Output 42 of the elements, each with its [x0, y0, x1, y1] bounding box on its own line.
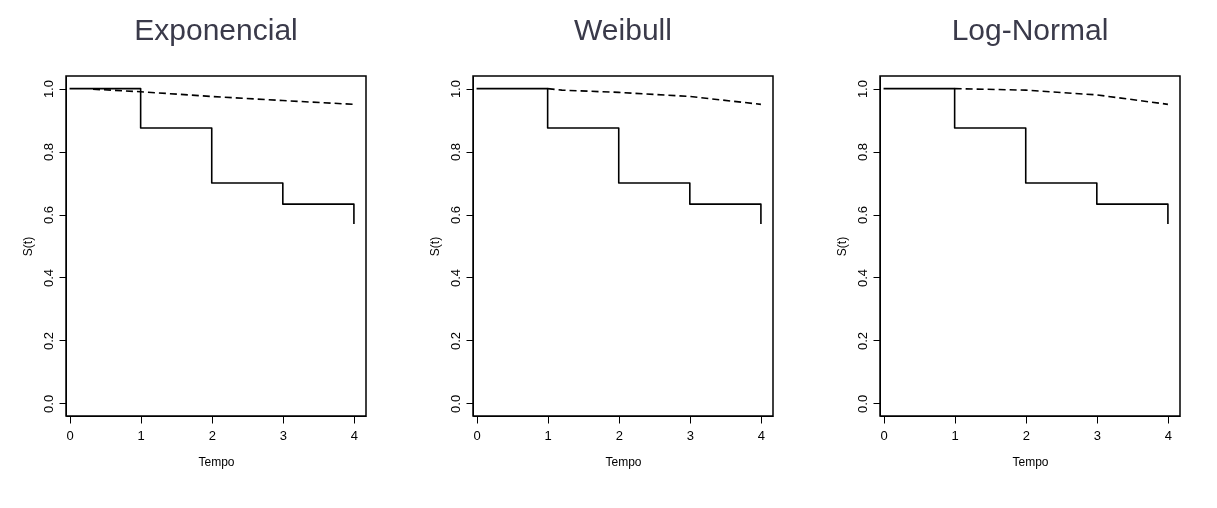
x-axis-title: Tempo: [1012, 454, 1049, 469]
x-tick-label: 2: [208, 427, 216, 443]
x-tick-label: 0: [880, 427, 888, 443]
y-tick-label: 0.8: [447, 143, 463, 162]
y-axis-title: S(t): [20, 236, 35, 257]
x-axis-title: Tempo: [198, 454, 235, 469]
x-tick-label: 0: [473, 427, 481, 443]
y-tick-label: 0.4: [854, 268, 870, 288]
y-tick-label: 0.2: [854, 331, 870, 350]
x-tick-label: 4: [350, 427, 359, 443]
x-tick-label: 4: [1164, 427, 1173, 443]
y-tick-label: 1.0: [447, 80, 463, 99]
x-tick-label: 3: [686, 427, 694, 443]
x-tick-label: 1: [544, 427, 552, 443]
y-tick-label: 0.6: [40, 205, 56, 225]
y-tick-label: 0.8: [40, 143, 56, 162]
chart-title: Weibull: [574, 13, 672, 46]
chart-title: Log-Normal: [951, 13, 1109, 46]
y-tick-label: 0.6: [854, 205, 870, 225]
chart-title: Exponencial: [134, 13, 298, 46]
x-tick-label: 3: [279, 427, 287, 443]
x-tick-label: 0: [66, 427, 74, 443]
y-tick-label: 1.0: [854, 80, 870, 99]
x-tick-label: 2: [1022, 427, 1030, 443]
y-tick-label: 0.0: [40, 394, 56, 413]
y-tick-label: 0.6: [447, 205, 463, 225]
x-tick-label: 4: [757, 427, 766, 443]
x-tick-label: 2: [615, 427, 623, 443]
x-axis-title: Tempo: [605, 454, 642, 469]
y-tick-label: 0.4: [447, 268, 463, 288]
y-tick-label: 1.0: [40, 80, 56, 99]
y-axis-title: S(t): [427, 236, 442, 257]
y-tick-label: 0.2: [447, 331, 463, 350]
x-tick-label: 1: [951, 427, 959, 443]
y-tick-label: 0.2: [40, 331, 56, 350]
x-tick-label: 3: [1093, 427, 1101, 443]
y-tick-label: 0.4: [40, 268, 56, 288]
y-axis-title: S(t): [834, 236, 849, 257]
x-tick-label: 1: [137, 427, 145, 443]
y-tick-label: 0.0: [854, 394, 870, 413]
y-tick-label: 0.0: [447, 394, 463, 413]
y-tick-label: 0.8: [854, 143, 870, 162]
